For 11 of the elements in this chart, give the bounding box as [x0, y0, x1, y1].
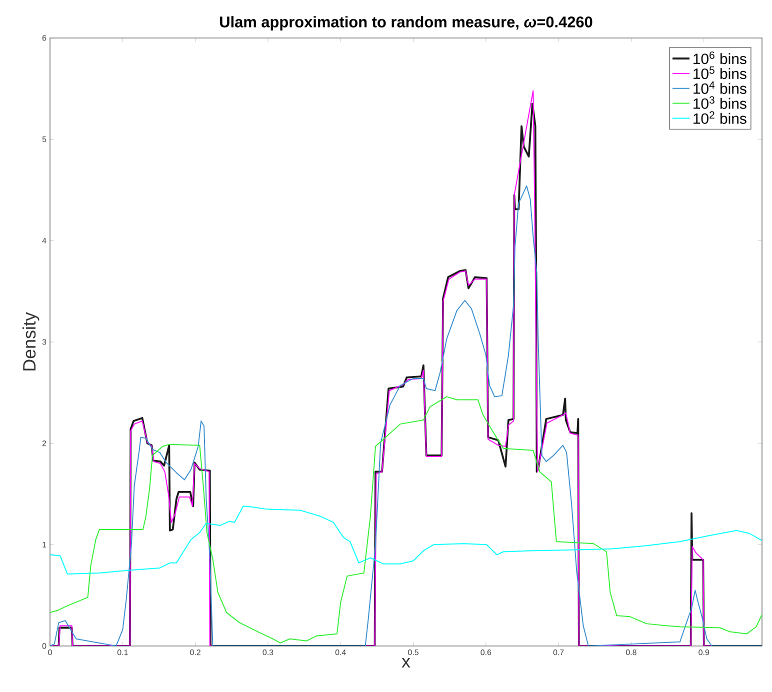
line-series: [50, 506, 762, 575]
legend-label: 10$^{3}$ bins: [694, 96, 746, 109]
legend-label: 10$^{5}$ bins: [694, 66, 746, 80]
chart-title: Ulam approximation to random measure, ω=0.4260: [220, 16, 592, 30]
legend-label: 10$^{6}$ bins: [694, 52, 746, 64]
legend-label: 10$^{4}$ bins: [694, 81, 746, 94]
line-series: [50, 396, 762, 644]
line-series: [50, 185, 762, 646]
x-axis-title: x: [402, 658, 410, 668]
legend-label: 10$^{2}$ bins: [694, 111, 746, 124]
y-axis-title: Density: [22, 312, 40, 370]
